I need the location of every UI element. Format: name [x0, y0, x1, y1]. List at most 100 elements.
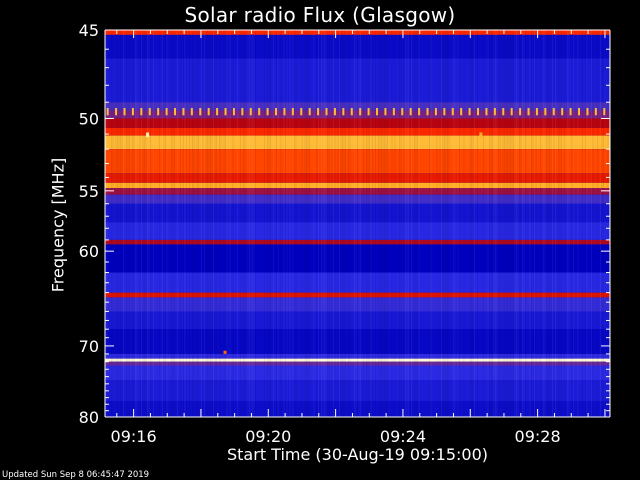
texture-streak	[403, 30, 405, 417]
periodic-mark	[603, 107, 606, 116]
texture-streak	[490, 30, 492, 417]
periodic-mark	[241, 107, 244, 116]
periodic-mark	[460, 107, 463, 116]
texture-streak	[447, 30, 448, 417]
periodic-mark	[586, 107, 589, 116]
texture-streak	[378, 30, 379, 417]
periodic-mark	[275, 107, 278, 116]
frequency-band	[105, 34, 610, 59]
texture-streak	[406, 30, 408, 417]
texture-streak	[375, 30, 376, 417]
frequency-band	[105, 361, 610, 366]
periodic-mark	[148, 107, 151, 116]
texture-streak	[418, 30, 420, 417]
texture-streak	[531, 30, 532, 417]
texture-streak	[504, 30, 505, 417]
periodic-mark	[291, 107, 294, 116]
texture-streak	[499, 30, 501, 417]
texture-streak	[229, 30, 231, 417]
texture-streak	[192, 30, 193, 417]
frequency-band	[105, 149, 610, 174]
texture-streak	[549, 30, 550, 417]
texture-streak	[592, 30, 594, 417]
frequency-band	[105, 182, 610, 189]
texture-streak	[141, 30, 142, 417]
texture-streak	[253, 30, 255, 417]
texture-streak	[408, 30, 409, 417]
texture-streak	[243, 30, 244, 417]
periodic-mark	[367, 107, 370, 116]
texture-streak	[180, 30, 181, 417]
texture-streak	[127, 30, 129, 417]
texture-streak	[244, 30, 246, 417]
texture-streak	[436, 30, 438, 417]
texture-streak	[213, 30, 214, 417]
texture-streak	[247, 30, 249, 417]
periodic-mark	[283, 107, 286, 116]
frequency-band	[105, 365, 610, 381]
texture-streak	[142, 30, 144, 417]
texture-streak	[150, 30, 151, 417]
texture-streak	[457, 30, 459, 417]
texture-streak	[333, 30, 334, 417]
texture-streak	[381, 30, 382, 417]
texture-streak	[201, 30, 202, 417]
texture-streak	[126, 30, 127, 417]
texture-streak	[573, 30, 574, 417]
frequency-band	[105, 118, 610, 128]
texture-streak	[453, 30, 454, 417]
texture-streak	[294, 30, 295, 417]
periodic-mark	[308, 107, 311, 116]
periodic-mark	[199, 107, 202, 116]
texture-streak	[340, 30, 342, 417]
texture-streak	[349, 30, 351, 417]
periodic-mark	[165, 107, 168, 116]
periodic-mark	[552, 107, 555, 116]
periodic-mark	[224, 107, 227, 116]
texture-streak	[547, 30, 549, 417]
texture-streak	[223, 30, 225, 417]
periodic-mark	[300, 107, 303, 116]
frequency-band	[105, 358, 610, 362]
texture-streak	[264, 30, 265, 417]
texture-streak	[534, 30, 535, 417]
texture-streak	[106, 30, 108, 417]
x-axis-label: Start Time (30-Aug-19 09:15:00)	[227, 445, 488, 464]
texture-streak	[267, 30, 268, 417]
texture-streak	[208, 30, 210, 417]
frequency-band	[105, 353, 610, 359]
frequency-band	[105, 30, 610, 35]
texture-streak	[295, 30, 297, 417]
periodic-mark	[401, 107, 404, 116]
periodic-mark	[350, 107, 353, 116]
texture-streak	[207, 30, 208, 417]
texture-streak	[415, 30, 417, 417]
frequency-band	[105, 380, 610, 401]
texture-streak	[520, 30, 522, 417]
texture-streak	[591, 30, 592, 417]
frequency-band	[105, 194, 610, 204]
texture-streak	[354, 30, 355, 417]
periodic-mark	[157, 107, 160, 116]
texture-streak	[159, 30, 160, 417]
texture-streak	[123, 30, 124, 417]
texture-streak	[429, 30, 430, 417]
texture-streak	[304, 30, 306, 417]
y-tick-label: 60	[79, 242, 99, 261]
texture-streak	[196, 30, 198, 417]
texture-streak	[174, 30, 175, 417]
periodic-mark	[384, 107, 387, 116]
texture-streak	[561, 30, 562, 417]
texture-streak	[343, 30, 345, 417]
y-tick-label: 55	[79, 182, 99, 201]
periodic-mark	[409, 107, 412, 116]
y-axis-label: Frequency [MHz]	[48, 157, 68, 293]
texture-streak	[136, 30, 138, 417]
texture-streak	[379, 30, 381, 417]
texture-streak	[600, 30, 601, 417]
y-tick-label: 45	[79, 21, 99, 40]
texture-streak	[555, 30, 556, 417]
periodic-mark	[359, 107, 362, 116]
periodic-mark	[443, 107, 446, 116]
